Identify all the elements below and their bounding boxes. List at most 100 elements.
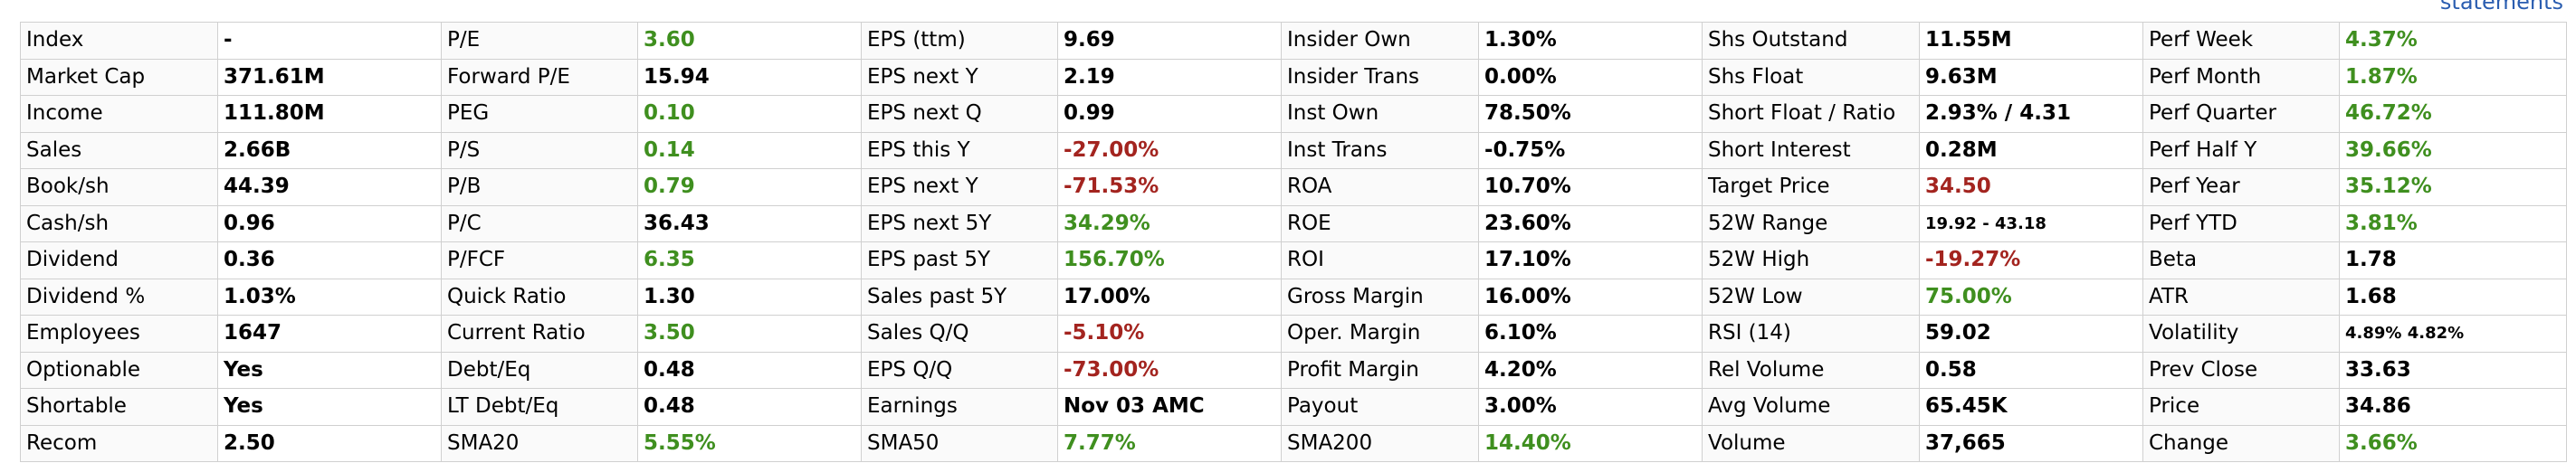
- stat-value: 65.45K: [1920, 389, 2143, 426]
- stat-label: Optionable: [21, 352, 218, 389]
- stat-label: Perf Week: [2143, 23, 2340, 60]
- stat-label: PEG: [442, 96, 638, 133]
- stat-value: 5.55%: [638, 425, 862, 462]
- stat-label: ROA: [1282, 169, 1479, 206]
- stat-value: 3.50: [638, 316, 862, 353]
- stat-label: Sales Q/Q: [862, 316, 1058, 353]
- stat-label: Index: [21, 23, 218, 60]
- stat-label: Change: [2143, 425, 2340, 462]
- stats-table: Index - P/E 3.60 EPS (ttm) 9.69 Insider Own 1.3…: [20, 22, 2567, 462]
- stat-value: 1.30: [638, 279, 862, 316]
- stat-label: Gross Margin: [1282, 279, 1479, 316]
- stat-value: 2.19: [1058, 59, 1282, 96]
- stat-label: EPS next 5Y: [862, 205, 1058, 242]
- stat-value: 59.02: [1920, 316, 2143, 353]
- stat-label: 52W High: [1703, 242, 1920, 279]
- stat-label: Earnings: [862, 389, 1058, 426]
- stat-value: -71.53%: [1058, 169, 1282, 206]
- stat-label: EPS past 5Y: [862, 242, 1058, 279]
- stat-value: 2.50: [218, 425, 442, 462]
- stat-label: Perf Year: [2143, 169, 2340, 206]
- stat-value: Yes: [218, 389, 442, 426]
- stat-label: P/B: [442, 169, 638, 206]
- stat-label: Dividend: [21, 242, 218, 279]
- stat-value: 111.80M: [218, 96, 442, 133]
- stat-value: 2.93% / 4.31: [1920, 96, 2143, 133]
- stat-label: P/C: [442, 205, 638, 242]
- stat-value: 0.99: [1058, 96, 1282, 133]
- stat-label: P/E: [442, 23, 638, 60]
- stat-label: SMA200: [1282, 425, 1479, 462]
- stat-value: 23.60%: [1479, 205, 1703, 242]
- stat-value: 34.86: [2340, 389, 2567, 426]
- stat-value: 7.77%: [1058, 425, 1282, 462]
- stat-label: Beta: [2143, 242, 2340, 279]
- stat-value: 0.00%: [1479, 59, 1703, 96]
- stat-value: 39.66%: [2340, 132, 2567, 169]
- stat-value: 4.20%: [1479, 352, 1703, 389]
- stat-value: Yes: [218, 352, 442, 389]
- stat-label: Market Cap: [21, 59, 218, 96]
- stat-label: Dividend %: [21, 279, 218, 316]
- stat-label: Volatility: [2143, 316, 2340, 353]
- stat-label: Insider Own: [1282, 23, 1479, 60]
- stat-value: 0.48: [638, 352, 862, 389]
- stat-value: 1.30%: [1479, 23, 1703, 60]
- stat-label: EPS Q/Q: [862, 352, 1058, 389]
- stat-value: 44.39: [218, 169, 442, 206]
- stat-value: -19.27%: [1920, 242, 2143, 279]
- stat-value: 36.43: [638, 205, 862, 242]
- stat-value: 78.50%: [1479, 96, 1703, 133]
- stat-label: Employees: [21, 316, 218, 353]
- stat-value: -5.10%: [1058, 316, 1282, 353]
- stat-value: 33.63: [2340, 352, 2567, 389]
- stat-label: EPS this Y: [862, 132, 1058, 169]
- stat-value: 1.87%: [2340, 59, 2567, 96]
- stat-value: 15.94: [638, 59, 862, 96]
- stat-label: Perf Month: [2143, 59, 2340, 96]
- stat-value: 0.28M: [1920, 132, 2143, 169]
- stat-value: 3.81%: [2340, 205, 2567, 242]
- stat-value: Nov 03 AMC: [1058, 389, 1282, 426]
- stat-label: Insider Trans: [1282, 59, 1479, 96]
- stat-value: 17.10%: [1479, 242, 1703, 279]
- stat-value: 1.78: [2340, 242, 2567, 279]
- stat-label: Oper. Margin: [1282, 316, 1479, 353]
- stat-value: 0.79: [638, 169, 862, 206]
- stat-label: Perf Half Y: [2143, 132, 2340, 169]
- stat-value: -73.00%: [1058, 352, 1282, 389]
- stat-label: Volume: [1703, 425, 1920, 462]
- stat-label: Price: [2143, 389, 2340, 426]
- stat-value: 156.70%: [1058, 242, 1282, 279]
- stat-label: Prev Close: [2143, 352, 2340, 389]
- statements-link[interactable]: statements: [2439, 0, 2563, 14]
- stat-value: 19.92 - 43.18: [1920, 205, 2143, 242]
- stat-value: 1.68: [2340, 279, 2567, 316]
- stat-value: 0.14: [638, 132, 862, 169]
- stat-label: P/S: [442, 132, 638, 169]
- stat-value: 17.00%: [1058, 279, 1282, 316]
- stat-value: 4.89% 4.82%: [2340, 316, 2567, 353]
- stat-value: 3.66%: [2340, 425, 2567, 462]
- stat-value: 9.69: [1058, 23, 1282, 60]
- stat-value: -: [218, 23, 442, 60]
- stat-label: Recom: [21, 425, 218, 462]
- stat-value: 4.37%: [2340, 23, 2567, 60]
- stat-label: Target Price: [1703, 169, 1920, 206]
- stat-label: Shs Outstand: [1703, 23, 1920, 60]
- stat-value: 3.60: [638, 23, 862, 60]
- stat-label: ROE: [1282, 205, 1479, 242]
- stat-label: Perf YTD: [2143, 205, 2340, 242]
- stat-value: 0.48: [638, 389, 862, 426]
- stat-value: 3.00%: [1479, 389, 1703, 426]
- stat-label: SMA20: [442, 425, 638, 462]
- stat-label: Book/sh: [21, 169, 218, 206]
- stat-label: Rel Volume: [1703, 352, 1920, 389]
- stat-value: 6.10%: [1479, 316, 1703, 353]
- stat-label: Inst Own: [1282, 96, 1479, 133]
- stat-value: -27.00%: [1058, 132, 1282, 169]
- stat-value: 371.61M: [218, 59, 442, 96]
- stat-value: 9.63M: [1920, 59, 2143, 96]
- stat-label: ROI: [1282, 242, 1479, 279]
